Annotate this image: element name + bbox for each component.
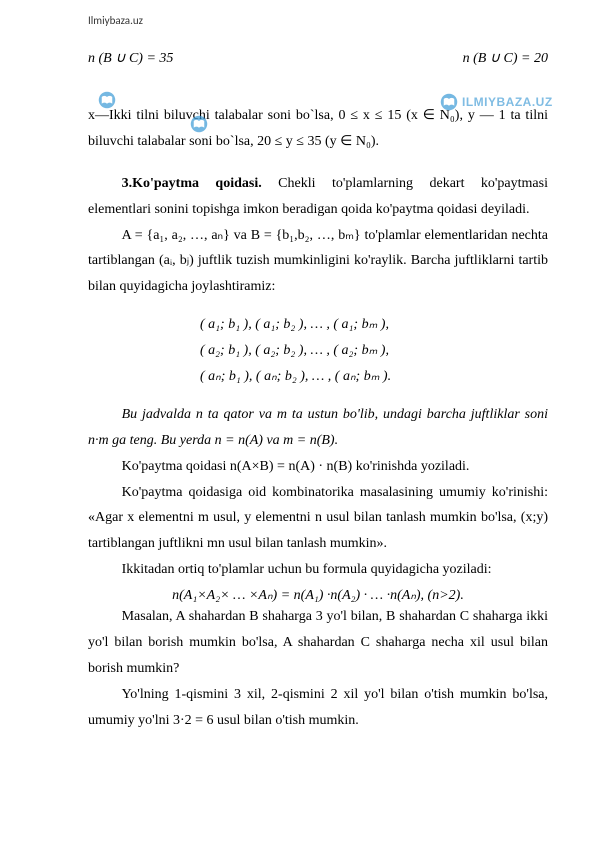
paragraph-masalan: Masalan, A shahardan B shaharga 3 yo'l b… [88,604,548,682]
paragraph-formula1: Ko'paytma qoidasi n(A×B) = n(A) · n(B) k… [88,454,548,480]
paragraph-sets: A = {a₁, a₂, …, aₙ} va B = {b₁,b₂, …, bₘ… [88,223,548,301]
paragraph-formula2: n(A₁×A₂× … ×Aₙ) = n(A₁) ·n(A₂) · … ·n(Aₙ… [88,587,548,604]
matrix-row: ( a₁; b₁ ), ( a₁; b₂ ), … , ( a₁; bₘ ), [200,312,548,338]
equation-left: n (B ∪ C) = 35 [88,50,173,67]
paragraph-kombinatorika: Ko'paytma qoidasiga oid kombinatorika ma… [88,480,548,558]
matrix-row: ( aₙ; b₁ ), ( aₙ; b₂ ), … , ( aₙ; bₘ ). [200,364,548,390]
equation-right: n (B ∪ C) = 20 [463,50,548,67]
paragraph-section3-intro: 3.Ko'paytma qoidasi. Chekli to'plamlarni… [88,171,548,223]
paragraph-jadval: Bu jadvalda n ta qator va m ta ustun bo'… [88,402,548,454]
paragraph-ikkitadan: Ikkitadan ortiq to'plamlar uchun bu form… [88,557,548,583]
paragraph-yolning: Yo'lning 1-qismini 3 xil, 2-qismini 2 xi… [88,682,548,734]
site-label: Ilmiybaza.uz [88,14,143,27]
section-title: 3.Ko'paytma qoidasi. [122,176,262,191]
matrix-row: ( a₂; b₁ ), ( a₂; b₂ ), … , ( a₂; bₘ ), [200,338,548,364]
pair-matrix: ( a₁; b₁ ), ( a₁; b₂ ), … , ( a₁; bₘ ), … [88,312,548,390]
paragraph-x-line: x—Ikki tilni biluvchi talabalar soni bo`… [88,103,548,155]
